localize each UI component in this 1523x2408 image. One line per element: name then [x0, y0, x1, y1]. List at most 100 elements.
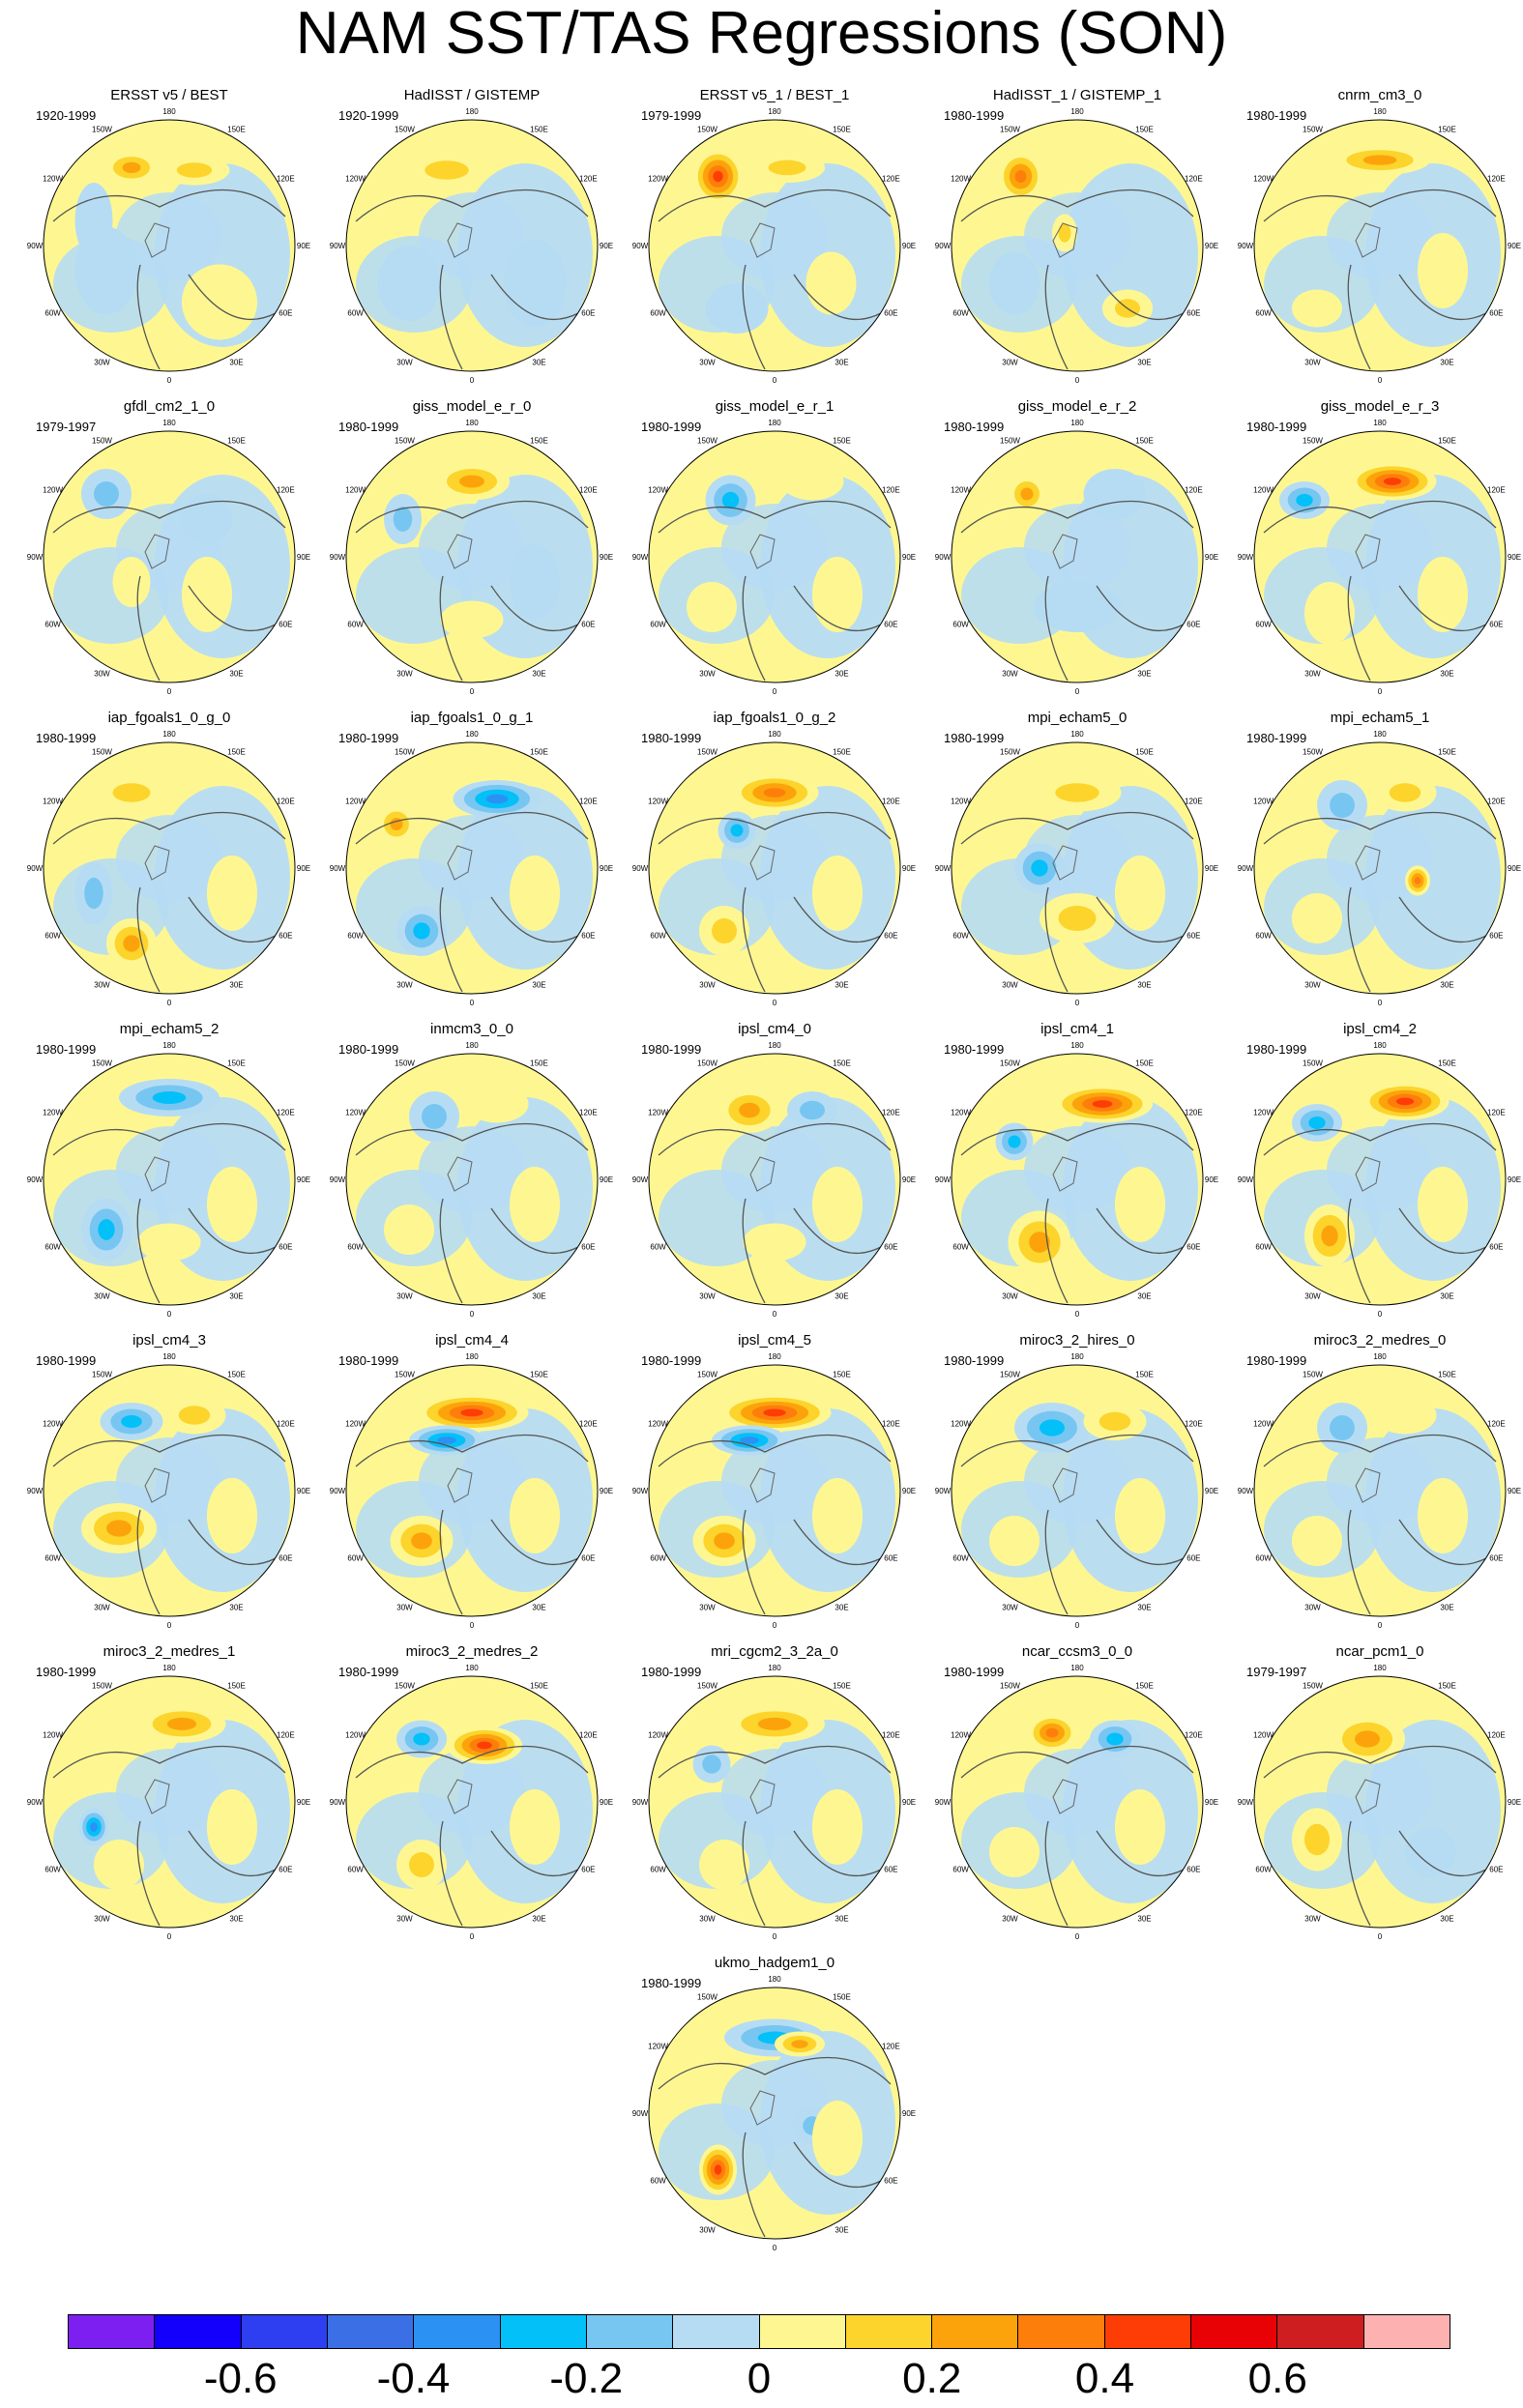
- coastline: [1263, 1122, 1497, 1304]
- degree-label: 30E: [835, 2225, 848, 2234]
- degree-label: 30E: [532, 1291, 545, 1300]
- degree-label: 90E: [902, 2109, 916, 2118]
- degree-label: 60E: [581, 309, 595, 318]
- degree-label: 60W: [1255, 1243, 1272, 1252]
- degree-label: 150E: [530, 1059, 548, 1068]
- degree-label: 60W: [44, 932, 61, 941]
- degree-label: 120W: [43, 1731, 63, 1740]
- degree-label: 120W: [345, 1731, 366, 1740]
- anomaly-contour: [207, 856, 257, 931]
- greenland-outline: [1052, 1467, 1078, 1503]
- anomaly-contour: [1045, 1727, 1059, 1738]
- map-border: [43, 1675, 296, 1929]
- anomaly-contour: [112, 557, 151, 607]
- colorbar-swatch: [69, 2315, 156, 2348]
- degree-label: 60E: [581, 1243, 595, 1252]
- degree-label: 30E: [229, 358, 243, 366]
- degree-label: 60E: [1489, 932, 1503, 941]
- panel-title: ncar_ccsm3_0_0: [1021, 1643, 1133, 1660]
- greenland-outline: [749, 534, 776, 569]
- panel-title: ERSST v5_1 / BEST_1: [699, 87, 850, 103]
- map-border: [1253, 741, 1507, 995]
- degree-label: 150W: [1303, 437, 1323, 446]
- degree-label: 120W: [648, 1420, 668, 1429]
- map-panel: miroc3_2_hires_0 1980-1999 180 150E 120E 90E 6…: [932, 1332, 1222, 1630]
- degree-label: 120E: [1487, 175, 1506, 184]
- degree-label: 30E: [532, 669, 545, 678]
- degree-label: 60E: [581, 1866, 595, 1874]
- degree-label: 0: [1075, 999, 1080, 1007]
- anomaly-contour: [393, 507, 413, 532]
- degree-label: 60W: [1255, 621, 1272, 629]
- degree-label: 90E: [1508, 553, 1521, 562]
- arctic-field: [116, 815, 222, 902]
- degree-label: 60W: [650, 621, 666, 629]
- degree-label: 90W: [1238, 553, 1254, 562]
- degree-label: 30E: [835, 1291, 848, 1300]
- degree-label: 150W: [92, 1371, 112, 1379]
- degree-label: 180: [1070, 1041, 1084, 1050]
- coastline: [658, 1434, 892, 1615]
- degree-label: 150E: [1135, 748, 1154, 757]
- degree-label: 150W: [92, 1059, 112, 1068]
- coastline: [658, 2056, 892, 2238]
- polar-map: 180 150E 120E 90E 60E 30E 0 30W 60W 90W 120W 150W: [27, 419, 310, 696]
- arctic-field: [1327, 1437, 1433, 1524]
- degree-label: 0: [167, 687, 172, 696]
- degree-label: 90W: [935, 1175, 952, 1184]
- colorbar-swatch: [1104, 2315, 1192, 2348]
- degree-label: 180: [465, 1041, 479, 1050]
- map-border: [345, 119, 599, 372]
- degree-label: 30E: [1137, 358, 1151, 366]
- map-panel: miroc3_2_medres_2 1980-1999 180 150E 120E 90E…: [327, 1643, 617, 1941]
- coastline: [355, 1434, 589, 1615]
- map-panel: giss_model_e_r_2 1980-1999 180 150E 120E 90E 6…: [932, 398, 1222, 696]
- map-border: [1253, 1675, 1507, 1929]
- degree-label: 120E: [277, 175, 295, 184]
- degree-label: 90W: [1238, 242, 1254, 250]
- anomaly-contour: [422, 1104, 447, 1129]
- degree-label: 0: [773, 1621, 777, 1630]
- degree-label: 60E: [1489, 621, 1503, 629]
- degree-label: 30W: [396, 669, 413, 678]
- greenland-outline: [1355, 534, 1381, 569]
- panel-title: giss_model_e_r_1: [715, 398, 835, 415]
- degree-label: 120E: [1487, 1731, 1506, 1740]
- degree-label: 30W: [94, 980, 110, 989]
- polar-map: 180 150E 120E 90E 60E 30E 0 30W 60W 90W 120W 150W: [27, 1664, 310, 1941]
- colorbar-swatch: [241, 2315, 328, 2348]
- panel-years: 1980-1999: [944, 420, 1005, 434]
- map-border: [1253, 1364, 1507, 1617]
- map-panel: ipsl_cm4_3 1980-1999 180 150E 120E 90E 60E 30E 0…: [24, 1332, 314, 1630]
- panel-years: 1980-1999: [36, 1665, 97, 1679]
- degree-label: 60E: [278, 1866, 292, 1874]
- panel-years: 1980-1999: [36, 1353, 97, 1368]
- degree-label: 120E: [1185, 486, 1203, 495]
- degree-label: 60E: [1186, 932, 1200, 941]
- degree-label: 0: [1075, 1932, 1080, 1941]
- degree-label: 60W: [952, 309, 969, 318]
- arctic-field: [1024, 1126, 1130, 1213]
- degree-label: 90W: [935, 864, 952, 873]
- arctic-field: [116, 1126, 222, 1213]
- degree-label: 180: [768, 1041, 781, 1050]
- degree-label: 30W: [1304, 1914, 1321, 1923]
- panel-title: iap_fgoals1_0_g_0: [107, 710, 231, 726]
- map-panel: ipsl_cm4_4 1980-1999 180 150E 120E 90E 60E 30E 0…: [327, 1332, 617, 1630]
- degree-label: 60E: [884, 932, 897, 941]
- degree-label: 90E: [297, 1175, 310, 1184]
- anomaly-contour: [207, 1167, 257, 1242]
- degree-label: 150E: [1135, 437, 1154, 446]
- degree-label: 60E: [1186, 621, 1200, 629]
- degree-label: 150E: [833, 1993, 851, 2002]
- degree-label: 30E: [835, 1914, 848, 1923]
- degree-label: 90W: [27, 1175, 44, 1184]
- anomaly-contour: [1020, 487, 1034, 501]
- degree-label: 90W: [935, 242, 952, 250]
- degree-label: 30E: [532, 358, 545, 366]
- degree-label: 90W: [27, 242, 44, 250]
- anomaly-contour: [1418, 1478, 1468, 1553]
- degree-label: 150E: [833, 1682, 851, 1691]
- coastline: [355, 811, 589, 993]
- degree-label: 0: [1075, 1621, 1080, 1630]
